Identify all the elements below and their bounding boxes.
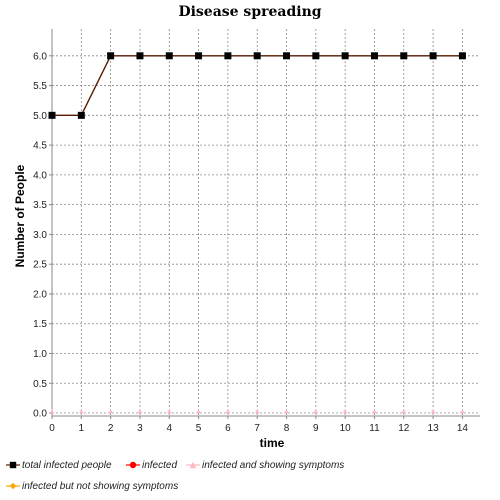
data-point — [196, 408, 201, 414]
y-tick-label: 4.5 — [33, 141, 47, 152]
data-point — [167, 408, 172, 414]
y-axis-label: Number of People — [13, 164, 27, 267]
y-tick-label: 1.5 — [33, 319, 47, 330]
data-point — [195, 52, 203, 60]
data-point — [284, 408, 289, 414]
y-tick-label: 3.5 — [33, 200, 47, 211]
data-point — [370, 52, 378, 60]
data-point — [224, 52, 232, 60]
y-tick-label: 2.0 — [33, 289, 47, 300]
x-tick-label: 0 — [49, 423, 55, 434]
data-point — [48, 111, 56, 119]
data-point — [136, 52, 144, 60]
x-tick-label: 10 — [340, 423, 352, 434]
data-point — [429, 52, 437, 60]
legend-swatch-marker — [189, 461, 197, 469]
x-tick-label: 13 — [428, 423, 440, 434]
data-point — [225, 408, 231, 414]
x-tick-label: 12 — [398, 423, 410, 434]
data-point — [255, 408, 260, 414]
y-tick-label: 1.0 — [33, 349, 47, 360]
data-point — [77, 111, 85, 119]
legend-item: infected — [126, 460, 177, 471]
legend-swatch-marker — [9, 482, 17, 490]
data-point — [342, 408, 348, 414]
legend-item: infected but not showing symptoms — [6, 481, 178, 492]
chart-title: Disease spreading — [178, 4, 321, 20]
data-point — [400, 52, 408, 60]
data-point — [460, 408, 465, 414]
data-point — [49, 408, 55, 414]
x-tick-label: 8 — [284, 423, 290, 434]
data-point — [137, 408, 143, 414]
x-tick-label: 11 — [369, 423, 380, 434]
y-tick-label: 5.0 — [33, 111, 47, 122]
data-point — [341, 52, 349, 60]
data-point — [79, 408, 84, 414]
y-tick-label: 3.0 — [33, 230, 47, 241]
data-point — [107, 52, 115, 60]
legend-item: infected and showing symptoms — [186, 460, 344, 471]
data-point — [430, 408, 436, 414]
series-plot — [48, 52, 466, 414]
x-tick-label: 5 — [196, 423, 202, 434]
x-tick-label: 2 — [108, 423, 114, 434]
legend-swatch-marker — [129, 461, 137, 469]
data-point — [313, 408, 319, 414]
legend-label: infected but not showing symptoms — [22, 481, 178, 492]
x-axis-label: time — [260, 436, 285, 450]
y-tick-label: 4.0 — [33, 170, 47, 181]
data-point — [458, 52, 466, 60]
legend-label: total infected people — [22, 460, 112, 471]
y-tick-label: 2.5 — [33, 260, 47, 271]
y-tick-label: 0.5 — [33, 379, 47, 390]
legend-swatch-marker — [9, 461, 17, 469]
x-tick-label: 3 — [137, 423, 143, 434]
y-tick-label: 0.0 — [33, 409, 47, 420]
data-point — [312, 52, 320, 60]
data-point — [108, 408, 113, 414]
y-tick-label: 6.0 — [33, 51, 47, 62]
legend-label: infected and showing symptoms — [202, 460, 344, 471]
axes: 0.0 0.5 1.0 1.5 2.0 2.5 3.0 3.5 4.0 4.5 5.0 5.5 6.0 0… — [33, 29, 480, 434]
legend: total infected people infected infected an… — [6, 460, 344, 492]
x-tick-label: 4 — [166, 423, 172, 434]
y-tick-label: 5.5 — [33, 81, 47, 92]
x-tick-label: 7 — [254, 423, 260, 434]
plot-area — [52, 29, 480, 416]
data-point — [372, 408, 377, 414]
x-tick-label: 6 — [225, 423, 231, 434]
data-point — [401, 408, 406, 414]
legend-item: total infected people — [6, 460, 112, 471]
data-point — [283, 52, 291, 60]
x-tick-label: 14 — [457, 423, 469, 434]
legend-label: infected — [142, 460, 177, 471]
data-point — [253, 52, 261, 60]
x-tick-label: 9 — [313, 423, 319, 434]
x-tick-label: 1 — [79, 423, 85, 434]
data-point — [165, 52, 173, 60]
grid-lines — [51, 29, 480, 416]
